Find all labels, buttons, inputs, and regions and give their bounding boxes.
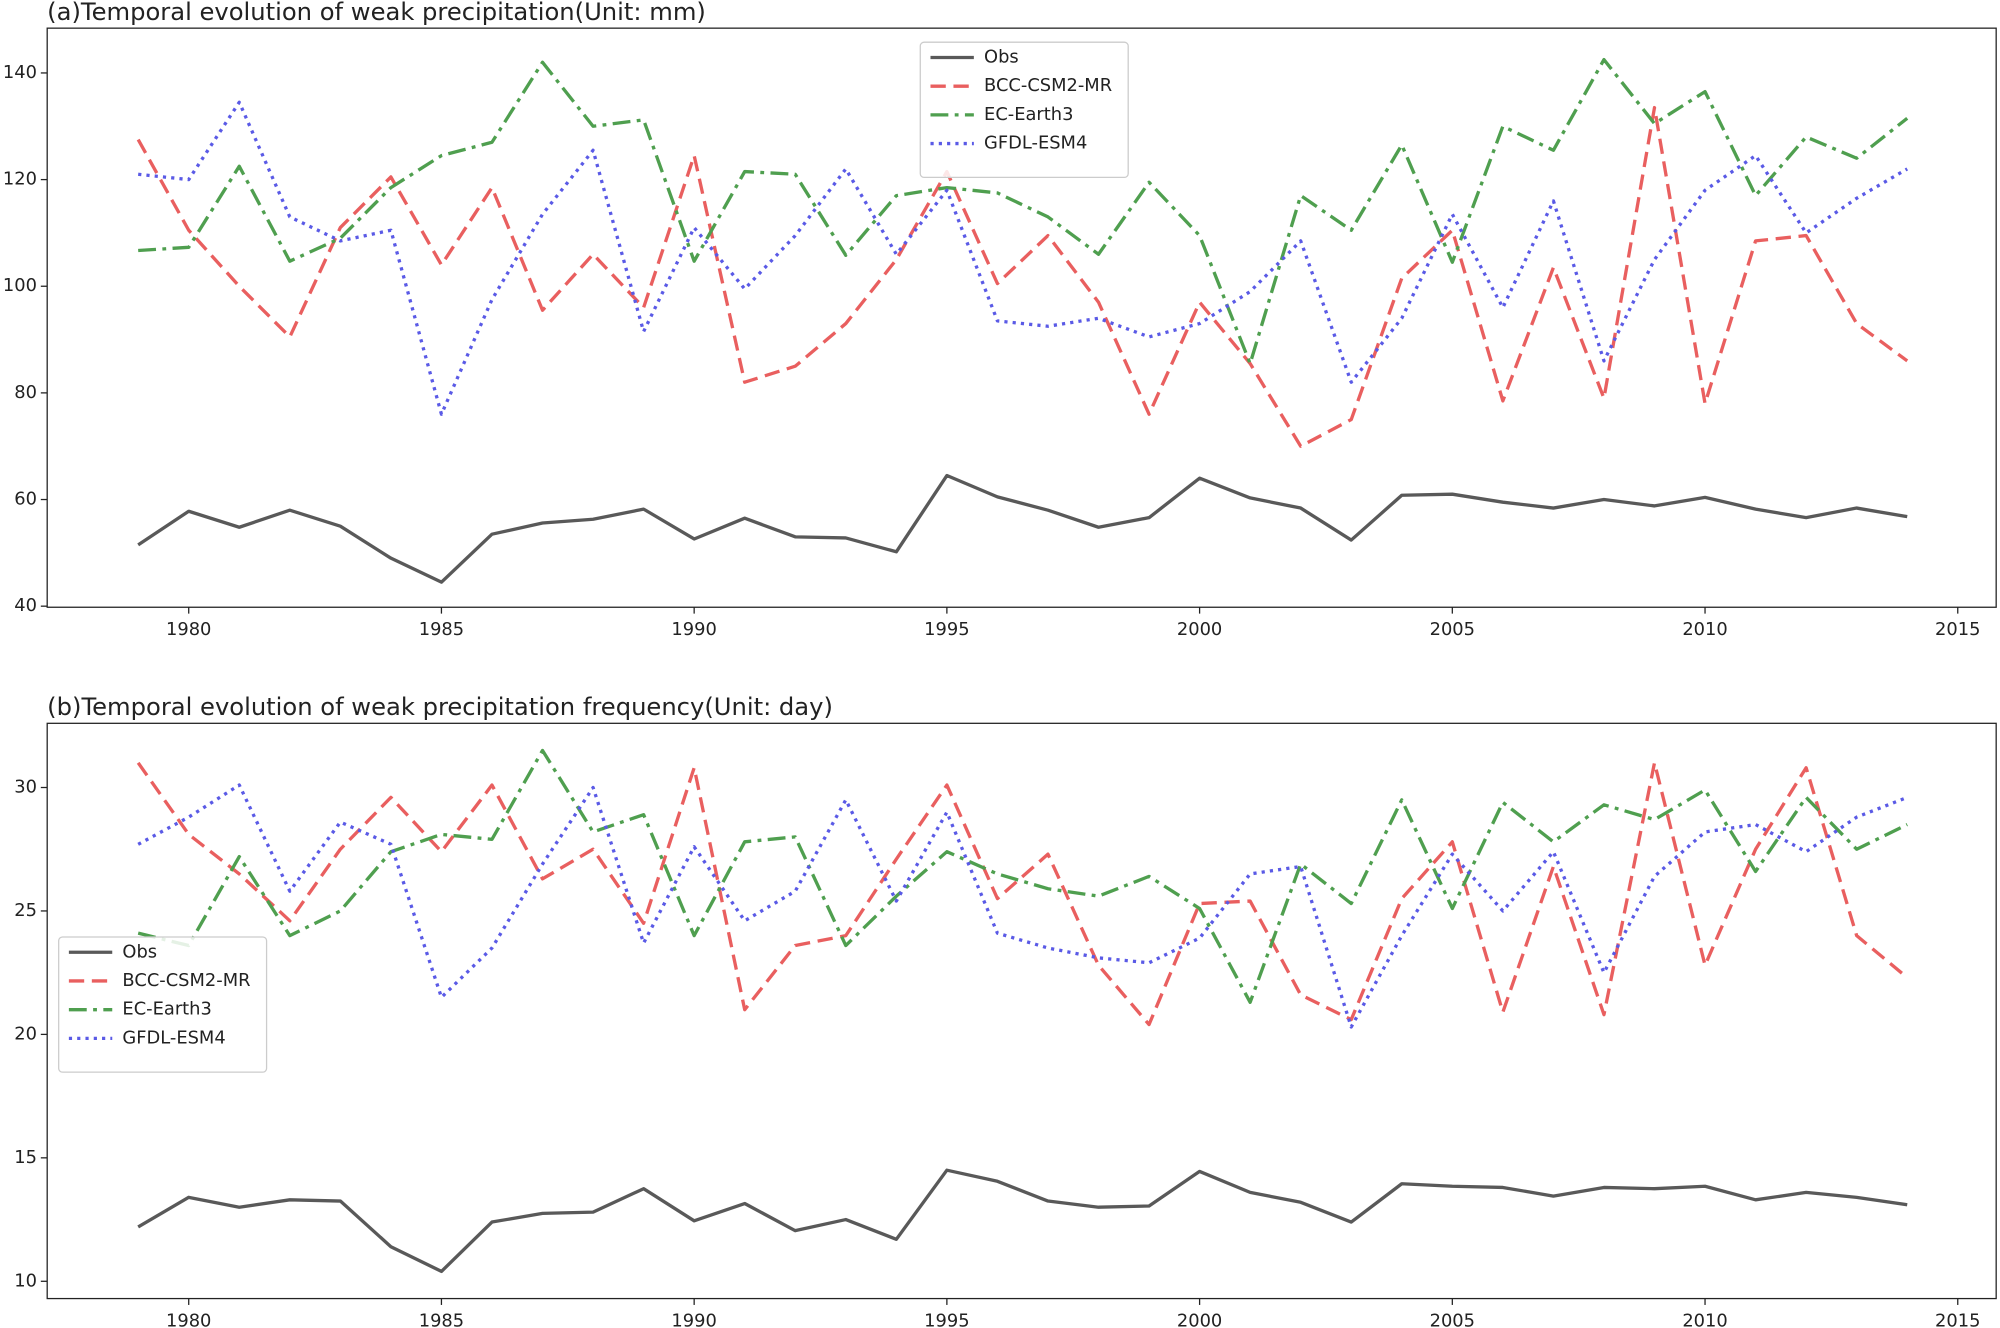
y-tick-label: 140 xyxy=(3,62,37,83)
series-line xyxy=(138,57,1909,366)
chart-title: (a)Temporal evolution of weak precipitat… xyxy=(47,0,706,26)
y-tick-label: 40 xyxy=(14,595,37,616)
y-tick-label: 30 xyxy=(14,777,37,798)
legend-label: EC-Earth3 xyxy=(984,104,1073,125)
plot-area xyxy=(136,748,1909,1274)
x-tick-label: 1995 xyxy=(924,1311,969,1328)
x-tick-label: 1990 xyxy=(671,1311,716,1328)
x-tick-label: 1980 xyxy=(166,619,211,640)
legend-label: GFDL-ESM4 xyxy=(984,133,1087,154)
series-line xyxy=(136,761,1909,1027)
x-tick-label: 1980 xyxy=(166,1311,211,1328)
series-line xyxy=(137,1168,1908,1274)
chart-title: (b)Temporal evolution of weak precipitat… xyxy=(47,693,833,721)
y-tick-label: 10 xyxy=(14,1270,37,1291)
y-tick-label: 80 xyxy=(14,382,37,403)
series-line xyxy=(136,105,1909,448)
y-tick-label: 120 xyxy=(3,169,37,190)
legend-label: BCC-CSM2-MR xyxy=(984,75,1112,96)
x-tick-label: 2015 xyxy=(1935,1311,1980,1328)
legend-label: BCC-CSM2-MR xyxy=(122,970,250,991)
series-line xyxy=(137,473,1908,584)
y-tick-label: 100 xyxy=(3,275,37,296)
y-tick-label: 60 xyxy=(14,489,37,510)
x-tick-label: 1985 xyxy=(419,1311,464,1328)
x-tick-label: 2005 xyxy=(1430,619,1475,640)
x-tick-label: 2000 xyxy=(1177,1311,1222,1328)
x-tick-label: 2005 xyxy=(1430,1311,1475,1328)
plot-frame xyxy=(46,722,1997,1300)
x-tick-label: 1985 xyxy=(419,619,464,640)
legend-label: Obs xyxy=(122,941,157,962)
x-tick-label: 1990 xyxy=(671,619,716,640)
x-tick-label: 2000 xyxy=(1177,619,1222,640)
legend-label: GFDL-ESM4 xyxy=(122,1027,225,1048)
x-tick-label: 2015 xyxy=(1935,619,1980,640)
x-tick-label: 1995 xyxy=(924,619,969,640)
y-tick-label: 20 xyxy=(14,1023,37,1044)
plot-area xyxy=(136,57,1909,584)
legend-label: EC-Earth3 xyxy=(122,999,211,1020)
series-line xyxy=(138,100,1909,416)
x-tick-label: 2010 xyxy=(1682,619,1727,640)
y-tick-label: 15 xyxy=(14,1147,37,1168)
y-tick-label: 25 xyxy=(14,900,37,921)
legend-label: Obs xyxy=(984,46,1019,67)
x-tick-label: 2010 xyxy=(1682,1311,1727,1328)
plot-frame xyxy=(46,27,1997,608)
series-line xyxy=(137,748,1908,1004)
